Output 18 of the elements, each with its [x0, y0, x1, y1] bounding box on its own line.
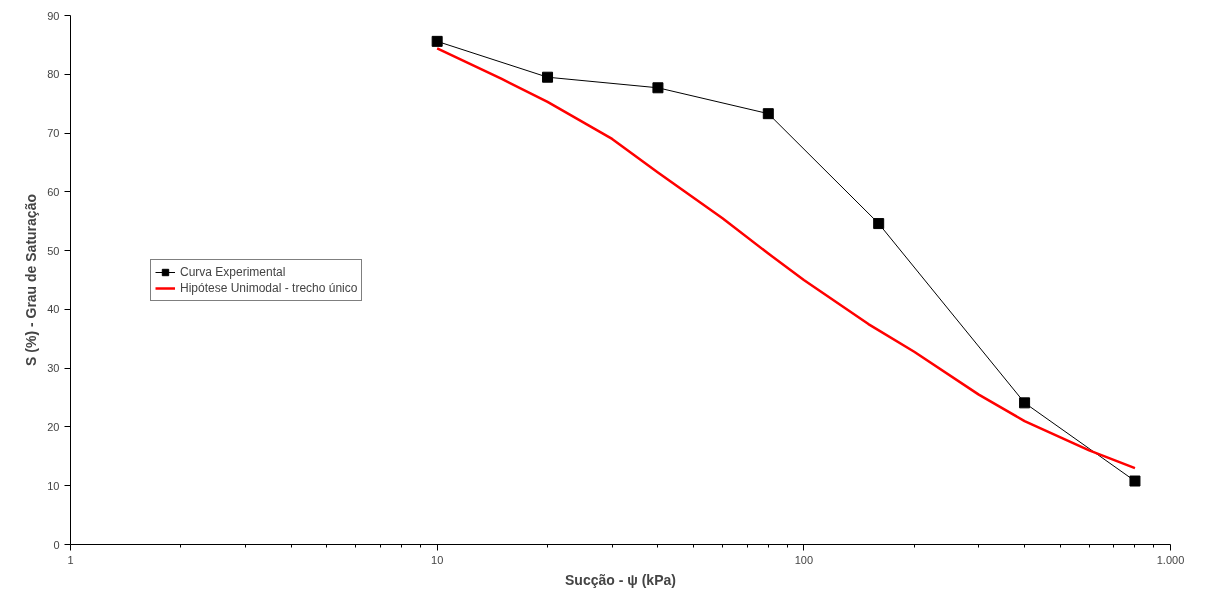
y-tick-label: 80: [47, 68, 60, 81]
y-tick-label: 40: [47, 303, 60, 316]
y-tick-label: 10: [47, 479, 60, 492]
x-tick-label: 10: [431, 553, 444, 566]
x-tick-label: 1.000: [1156, 553, 1185, 566]
x-axis-title: Sucção - ψ (kPa): [565, 571, 676, 588]
y-tick-label: 30: [47, 362, 60, 375]
y-tick-label: 0: [53, 538, 60, 551]
y-tick-label: 70: [47, 127, 60, 140]
y-tick-label: 50: [47, 244, 60, 257]
x-tick-label: 100: [794, 553, 814, 566]
y-tick-label: 90: [47, 9, 60, 22]
legend-label: Hipótese Unimodal - trecho único: [180, 279, 358, 296]
y-axis-title: S (%) - Grau de Saturação: [23, 194, 40, 366]
x-tick-label: 1: [67, 553, 74, 566]
y-tick-label: 60: [47, 185, 60, 198]
legend-label: Curva Experimental: [180, 263, 286, 280]
y-tick-label: 20: [47, 420, 60, 433]
